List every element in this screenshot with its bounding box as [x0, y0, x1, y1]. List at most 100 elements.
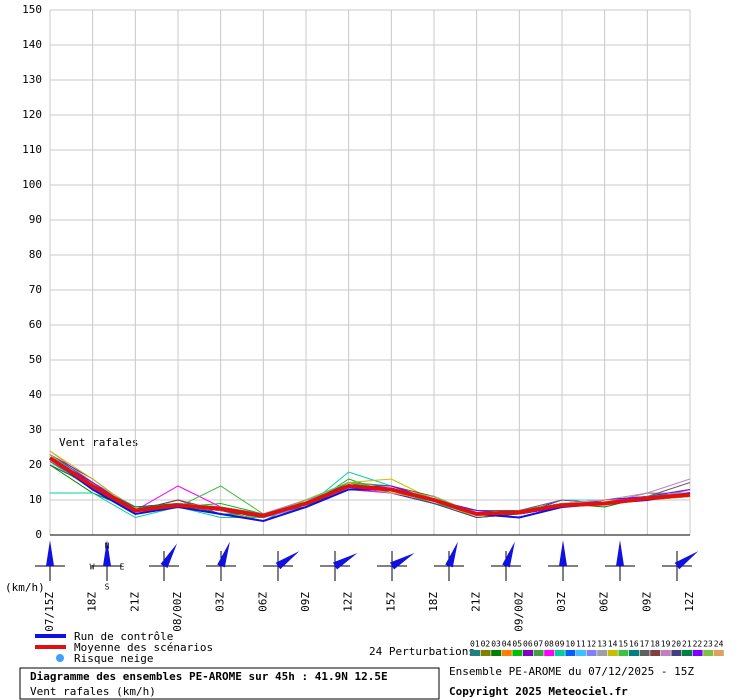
legend-swatch: [576, 650, 586, 656]
wind-wedge: [559, 540, 567, 566]
legend-label: 10: [565, 640, 575, 649]
x-tick-label: 09Z: [299, 592, 312, 612]
x-tick-label: 08/00Z: [171, 592, 184, 632]
legend-label: 18: [650, 640, 660, 649]
x-tick-label: 12Z: [342, 592, 355, 612]
wind-rose: [605, 540, 635, 581]
x-tick-label: 21Z: [470, 592, 483, 612]
legend-label: 14: [608, 640, 618, 649]
x-tick-label: 06Z: [256, 592, 269, 612]
legend-swatch: [660, 650, 671, 656]
y-tick-label: 150: [22, 3, 42, 16]
legend-label: 03: [491, 640, 501, 649]
legend-label: 22: [693, 640, 703, 649]
y-tick-label: 120: [22, 108, 42, 121]
box-subtitle: Vent rafales (km/h): [30, 685, 156, 698]
legend-swatch: [470, 650, 480, 656]
wind-rose: [320, 551, 358, 581]
legend-label: 09: [555, 640, 565, 649]
legend-swatch: [639, 650, 650, 656]
y-tick-label: 30: [29, 423, 42, 436]
legend-swatch: [480, 650, 491, 656]
wind-rose: [548, 540, 578, 581]
legend-swatch: [692, 650, 703, 656]
legend-label: Moyenne des scénarios: [74, 641, 213, 654]
legend-swatch: [682, 650, 692, 656]
y-unit: (km/h): [5, 581, 45, 594]
y-tick-label: 130: [22, 73, 42, 86]
y-tick-label: 110: [22, 143, 42, 156]
legend-swatch: [491, 650, 502, 656]
wind-wedge: [502, 541, 515, 568]
y-tick-label: 0: [35, 528, 42, 541]
annotation: Vent rafales: [59, 436, 138, 449]
y-tick-label: 140: [22, 38, 42, 51]
wind-wedge: [160, 543, 177, 568]
legend-label: 06: [523, 640, 533, 649]
wind-rose: [491, 541, 521, 581]
x-tick-label: 03Z: [214, 592, 227, 612]
wind-rose: N W E S: [90, 540, 125, 592]
legend-swatch: [586, 650, 597, 656]
legend-label: 24: [714, 640, 724, 649]
legend-label: 13: [597, 640, 607, 649]
x-tick-label: 21Z: [128, 592, 141, 612]
y-tick-label: 60: [29, 318, 42, 331]
copyright: Copyright 2025 Meteociel.fr: [449, 685, 628, 698]
legend-label: 21: [682, 640, 692, 649]
x-tick-label: 15Z: [384, 592, 397, 612]
y-tick-label: 50: [29, 353, 42, 366]
compass-label: W: [90, 563, 95, 572]
snow-icon: [56, 654, 64, 662]
legend-label: 15: [618, 640, 628, 649]
wind-rose: [35, 540, 65, 581]
y-tick-label: 80: [29, 248, 42, 261]
legend-label: 20: [671, 640, 681, 649]
wind-wedge: [333, 553, 358, 570]
legend-swatch: [554, 650, 565, 656]
wind-rose: [149, 543, 179, 581]
y-tick-label: 40: [29, 388, 42, 401]
wind-wedge: [390, 553, 415, 570]
y-tick-label: 10: [29, 493, 42, 506]
legend-label: 04: [502, 640, 512, 649]
legend-label: 23: [703, 640, 713, 649]
wind-wedge: [445, 541, 458, 568]
legend-label: 07: [534, 640, 544, 649]
legend-swatch: [618, 650, 629, 656]
wind-wedge: [674, 551, 699, 570]
legend-label: 17: [640, 640, 650, 649]
legend-swatch: [629, 650, 639, 656]
wind-wedge: [616, 540, 624, 566]
y-tick-label: 90: [29, 213, 42, 226]
legend-label: 02: [481, 640, 491, 649]
compass-label: S: [105, 583, 110, 592]
legend-label: Risque neige: [74, 652, 153, 665]
series-line: [48, 456, 691, 518]
legend-swatch: [713, 650, 724, 656]
wind-wedge: [275, 551, 300, 570]
legend-swatch: [671, 650, 682, 656]
legend-swatch: [703, 650, 714, 656]
legend-swatch: [650, 650, 661, 656]
x-tick-label: 09/00Z: [512, 592, 525, 632]
wind-rose: [263, 551, 300, 581]
x-tick-label: 06Z: [598, 592, 611, 612]
y-tick-label: 20: [29, 458, 42, 471]
legend-label: 11: [576, 640, 586, 649]
legend-swatch: [533, 650, 544, 656]
legend-swatch: [501, 650, 512, 656]
legend-swatch: [607, 650, 618, 656]
perturbations-label: 24 Perturbations: [369, 645, 475, 658]
box-title: Diagramme des ensembles PE-AROME sur 45h…: [30, 670, 388, 683]
wind-rose: [434, 541, 464, 581]
legend-swatch: [565, 650, 576, 656]
info-box: [19, 667, 440, 700]
x-tick-label: 18Z: [86, 592, 99, 612]
legend-label: 12: [587, 640, 597, 649]
wind-rose: [377, 551, 415, 581]
legend-swatch: [597, 650, 608, 656]
run-info: Ensemble PE-AROME du 07/12/2025 - 15Z: [449, 665, 694, 678]
x-tick-label: 07/15Z: [43, 592, 56, 632]
